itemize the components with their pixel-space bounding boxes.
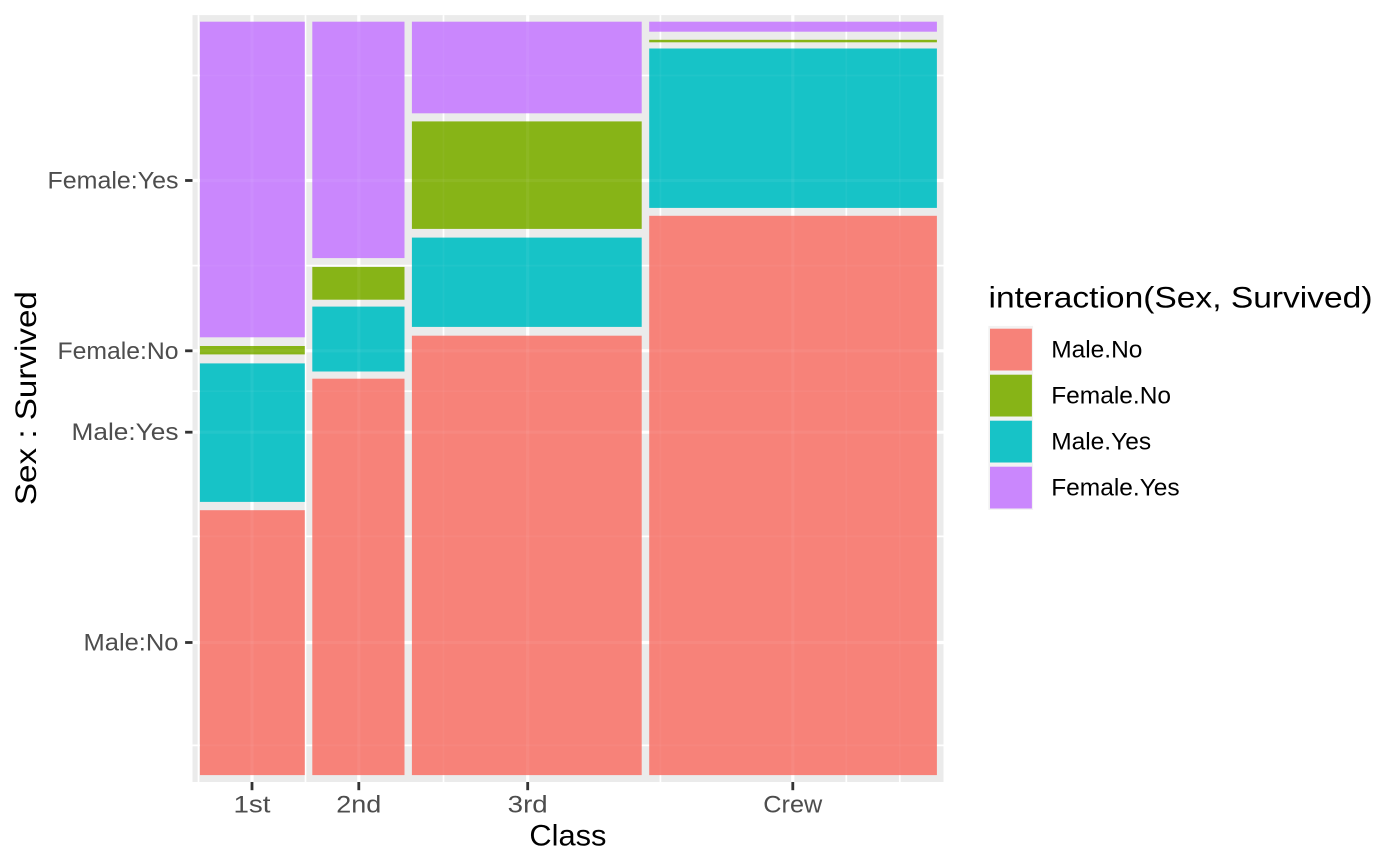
svg-text:Female:Yes: Female:Yes (48, 168, 179, 195)
svg-text:Male.Yes: Male.Yes (1051, 429, 1151, 456)
svg-text:3rd: 3rd (508, 792, 548, 819)
svg-text:Female.Yes: Female.Yes (1051, 475, 1179, 502)
svg-text:Male.No: Male.No (1051, 337, 1142, 364)
svg-text:Crew: Crew (763, 792, 822, 819)
svg-text:Class: Class (529, 820, 606, 853)
svg-text:Male:Yes: Male:Yes (72, 419, 179, 446)
svg-text:Female.No: Female.No (1051, 383, 1171, 410)
svg-text:Sex : Survived: Sex : Survived (10, 291, 43, 505)
svg-text:interaction(Sex, Survived): interaction(Sex, Survived) (989, 282, 1373, 315)
svg-text:2nd: 2nd (336, 792, 381, 819)
svg-text:1st: 1st (234, 792, 271, 819)
svg-text:Male:No: Male:No (84, 630, 179, 657)
svg-text:Female:No: Female:No (58, 338, 179, 365)
